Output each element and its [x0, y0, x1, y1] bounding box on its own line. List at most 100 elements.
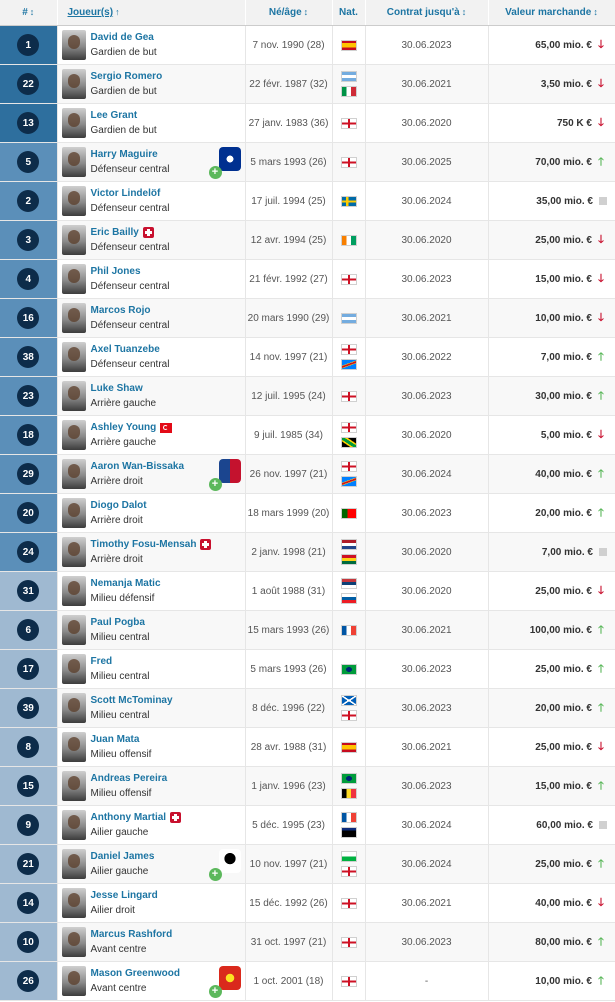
- market-value[interactable]: 65,00 mio. € 🡓: [487, 25, 615, 65]
- player-photo[interactable]: [61, 303, 86, 333]
- player-name-link[interactable]: Juan Mata: [91, 732, 152, 747]
- market-value-text[interactable]: 70,00 mio. €: [535, 156, 592, 168]
- market-value-text[interactable]: 10,00 mio. €: [535, 975, 592, 987]
- market-value-text[interactable]: 100,00 mio. €: [529, 624, 592, 636]
- player-name-link[interactable]: Scott McTominay: [91, 693, 173, 708]
- column-header-value[interactable]: Valeur marchande ↕: [488, 0, 615, 26]
- player-photo[interactable]: [61, 264, 86, 294]
- player-name[interactable]: Fred: [90, 656, 113, 667]
- player-photo[interactable]: [61, 147, 86, 177]
- player-name[interactable]: Luke Shaw: [90, 383, 143, 394]
- market-value-text[interactable]: 25,00 mio. €: [535, 741, 592, 753]
- player-name[interactable]: Paul Pogba: [90, 617, 145, 628]
- column-header-contract[interactable]: Contrat jusqu'à ↕: [365, 0, 489, 26]
- joined-from-club[interactable]: +: [208, 459, 241, 491]
- market-value-text[interactable]: 15,00 mio. €: [535, 780, 592, 792]
- player-name[interactable]: Axel Tuanzebe: [90, 344, 160, 355]
- market-value-text[interactable]: 40,00 mio. €: [535, 468, 592, 480]
- market-value[interactable]: 7,00 mio. €: [487, 532, 615, 572]
- player-name[interactable]: Lee Grant: [90, 110, 138, 121]
- market-value[interactable]: 15,00 mio. € 🡑: [487, 766, 615, 806]
- market-value-text[interactable]: 35,00 mio. €: [536, 195, 593, 207]
- market-value[interactable]: 70,00 mio. € 🡑: [487, 142, 615, 182]
- market-value[interactable]: 20,00 mio. € 🡑: [487, 688, 615, 728]
- player-name[interactable]: Nemanja Matic: [90, 578, 161, 589]
- player-name[interactable]: David de Gea: [90, 32, 154, 43]
- player-name-link[interactable]: Harry Maguire: [91, 147, 170, 162]
- player-name[interactable]: Jesse Lingard: [90, 890, 158, 901]
- player-name[interactable]: Anthony Martial: [90, 812, 167, 823]
- market-value-text[interactable]: 25,00 mio. €: [535, 585, 592, 597]
- market-value-text[interactable]: 40,00 mio. €: [535, 897, 592, 909]
- market-value[interactable]: 25,00 mio. € 🡓: [487, 220, 615, 260]
- market-value[interactable]: 25,00 mio. € 🡓: [487, 727, 615, 767]
- sort-icon[interactable]: ↕: [29, 7, 35, 17]
- player-photo[interactable]: [61, 849, 86, 879]
- market-value-text[interactable]: 15,00 mio. €: [535, 273, 592, 285]
- player-photo[interactable]: [61, 810, 86, 840]
- market-value[interactable]: 5,00 mio. € 🡓: [487, 415, 615, 455]
- market-value[interactable]: 30,00 mio. € 🡑: [487, 376, 615, 416]
- market-value[interactable]: 40,00 mio. € 🡓: [487, 883, 615, 923]
- player-photo[interactable]: [61, 732, 86, 762]
- player-name-link[interactable]: Nemanja Matic: [91, 576, 161, 591]
- market-value[interactable]: 35,00 mio. €: [487, 181, 615, 221]
- sort-icon[interactable]: ↕: [593, 7, 598, 17]
- player-photo[interactable]: [61, 420, 86, 450]
- market-value[interactable]: 750 K € 🡓: [487, 103, 615, 143]
- player-photo[interactable]: [61, 342, 86, 372]
- market-value[interactable]: 3,50 mio. € 🡓: [487, 64, 615, 104]
- player-name[interactable]: Harry Maguire: [90, 149, 158, 160]
- player-name-link[interactable]: Ashley Young: [91, 420, 173, 435]
- player-photo[interactable]: [61, 225, 86, 255]
- market-value-text[interactable]: 65,00 mio. €: [535, 39, 592, 51]
- market-value[interactable]: 25,00 mio. € 🡓: [487, 571, 615, 611]
- column-header-number[interactable]: # ↕: [0, 0, 58, 26]
- player-photo[interactable]: [61, 654, 86, 684]
- market-value-text[interactable]: 5,00 mio. €: [540, 429, 592, 441]
- player-name-link[interactable]: Victor Lindelöf: [91, 186, 170, 201]
- player-name[interactable]: Diogo Dalot: [90, 500, 147, 511]
- market-value-text[interactable]: 20,00 mio. €: [535, 507, 592, 519]
- player-name-link[interactable]: Fred: [91, 654, 150, 669]
- player-name-link[interactable]: Paul Pogba: [91, 615, 150, 630]
- market-value-text[interactable]: 7,00 mio. €: [541, 546, 593, 558]
- injury-icon[interactable]: [200, 539, 212, 550]
- sort-icon[interactable]: ↕: [461, 7, 467, 17]
- player-name-link[interactable]: Luke Shaw: [91, 381, 157, 396]
- player-photo[interactable]: [61, 576, 86, 606]
- player-name[interactable]: Andreas Pereira: [90, 773, 168, 784]
- market-value-text[interactable]: 750 K €: [556, 117, 592, 129]
- market-value-text[interactable]: 25,00 mio. €: [535, 663, 592, 675]
- market-value-text[interactable]: 20,00 mio. €: [535, 702, 592, 714]
- market-value[interactable]: 20,00 mio. € 🡑: [487, 493, 615, 533]
- player-photo[interactable]: [61, 108, 86, 138]
- market-value[interactable]: 10,00 mio. € 🡑: [487, 961, 615, 1001]
- player-name[interactable]: Ashley Young: [90, 422, 157, 433]
- market-value-text[interactable]: 25,00 mio. €: [535, 858, 592, 870]
- player-photo[interactable]: [61, 888, 86, 918]
- player-name[interactable]: Juan Mata: [90, 734, 140, 745]
- player-photo[interactable]: [61, 186, 86, 216]
- joined-from-club[interactable]: +: [208, 966, 241, 998]
- player-photo[interactable]: [61, 30, 86, 60]
- player-name[interactable]: Timothy Fosu-Mensah: [90, 539, 197, 550]
- market-value[interactable]: 100,00 mio. € 🡑: [487, 610, 615, 650]
- injury-icon[interactable]: [170, 812, 182, 823]
- player-name-link[interactable]: Phil Jones: [91, 264, 170, 279]
- player-photo[interactable]: [61, 927, 86, 957]
- player-photo[interactable]: [61, 498, 86, 528]
- market-value[interactable]: 15,00 mio. € 🡓: [487, 259, 615, 299]
- player-photo[interactable]: [61, 459, 86, 489]
- player-name-link[interactable]: Marcus Rashford: [91, 927, 173, 942]
- player-photo[interactable]: [61, 537, 86, 567]
- player-name-link[interactable]: Mason Greenwood: [91, 966, 180, 981]
- market-value[interactable]: 25,00 mio. € 🡑: [487, 844, 615, 884]
- market-value[interactable]: 60,00 mio. €: [487, 805, 615, 845]
- sort-ascending-icon[interactable]: ↑: [115, 7, 120, 17]
- player-name-link[interactable]: Daniel James: [91, 849, 155, 864]
- market-value[interactable]: 80,00 mio. € 🡑: [487, 922, 615, 962]
- column-header-player[interactable]: Joueur(s) ↑: [57, 0, 246, 26]
- player-name-link[interactable]: Sergio Romero: [91, 69, 163, 84]
- player-name[interactable]: Scott McTominay: [90, 695, 173, 706]
